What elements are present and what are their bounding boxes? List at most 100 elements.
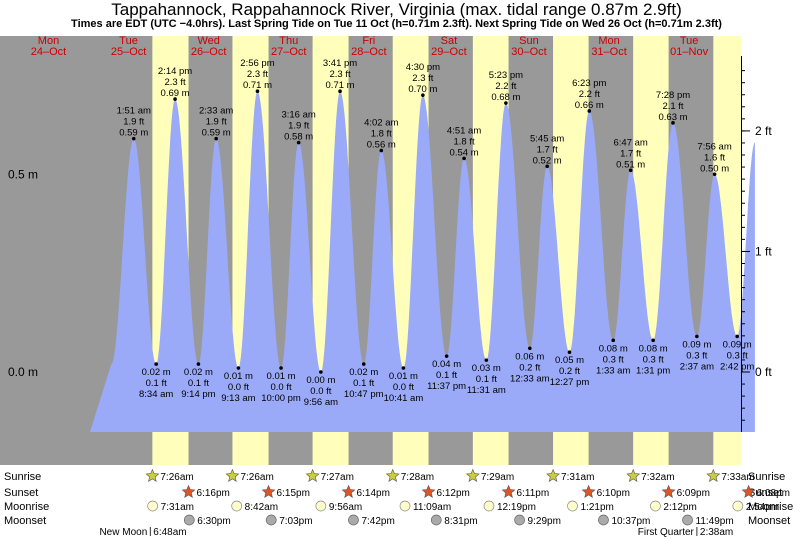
day-header-date: 31–Oct [591,46,626,58]
moonrise-icon [231,500,243,512]
tide-point [712,172,717,177]
tide-point [421,93,425,97]
tide-time-label: 4:02 am [364,118,398,129]
tide-ft-label: 0.0 ft [228,382,249,393]
tide-ft-label: 0.0 ft [310,386,331,397]
tide-time-label: 7:56 am [697,141,731,152]
sunset-row-label-left: Sunset [4,487,38,499]
sunset-time: 6:09pm [677,488,710,499]
tide-time-label: 1:33 am [596,365,630,376]
tide-point [338,89,342,93]
tide-point [154,362,158,366]
tide-point [401,366,406,370]
tide-point [236,366,241,370]
moonset-time: 10:37pm [611,516,650,527]
tide-m-label: 0.02 m [184,367,213,378]
tide-ft-label: 0.1 ft [353,378,374,389]
tide-ft-label: 0.3 ft [686,350,707,361]
moonset-icon [183,514,195,526]
tide-ft-label: 1.7 ft [537,144,558,155]
tide-ft-label: 0.1 ft [146,378,167,389]
sunset-time: 6:14pm [357,488,390,499]
tide-time-label: 1:31 pm [636,365,670,376]
tide-m-label: 0.71 m [243,80,272,91]
tide-ft-label: 2.3 ft [247,69,268,80]
tide-m-label: 0.02 m [142,367,171,378]
tide-ft-label: 1.9 ft [288,121,309,132]
tide-point [196,362,201,366]
tide-time-label: 3:16 am [281,110,315,121]
tide-point [611,338,616,343]
day-header-date: 29–Oct [431,46,466,58]
tide-m-label: 0.02 m [349,367,378,378]
tide-m-label: 0.51 m [616,159,645,170]
tide-point [504,101,508,105]
tide-area [90,91,755,432]
tide-point [628,168,633,173]
moonrise-icon [483,500,495,512]
sunrise-time: 7:27am [321,472,354,483]
tide-m-label: 0.03 m [472,363,501,374]
tide-ft-label: 1.6 ft [704,152,725,163]
tide-point [735,334,739,339]
tide-curve-layer [90,91,755,432]
moonset-row-label-left: Moonset [4,515,46,527]
day-header-date: 25–Oct [111,46,146,58]
day-header-dow: Fri [362,35,375,47]
tide-ft-label: 2.2 ft [495,81,516,92]
moon-phase-name: First Quarter [638,527,695,538]
tide-time-label: 1:51 am [117,106,151,117]
sunset-star-icon [421,484,436,498]
tide-ft-label: 0.0 ft [393,382,414,393]
sunrise-star-icon [706,468,721,482]
tide-time-label: 9:56 am [304,397,338,408]
tide-time-label: 12:27 pm [550,377,590,388]
tide-time-label: 4:51 am [447,125,481,136]
tide-m-label: 0.63 m [658,112,687,123]
sunrise-star-icon [546,468,560,482]
sunrise-time: 7:28am [401,472,434,483]
tide-time-label: 12:33 am [510,373,550,384]
sunset-star-icon [181,484,196,498]
moonset-time: 11:49pm [696,516,734,527]
tide-point [528,346,532,351]
sunset-time: 6:11pm [517,488,550,499]
sunset-time: 6:16pm [197,488,230,499]
moonset-time: 8:31pm [444,516,477,527]
day-header-dow: Mon [598,35,619,47]
tide-point [695,334,699,339]
moonrise-row-label-right: Moonrise [748,501,793,513]
tide-m-label: 0.04 m [432,359,461,370]
tide-m-label: 0.01 m [267,371,296,382]
sunrise-time: 7:32am [641,472,674,483]
tide-time-label: 8:34 am [139,389,173,400]
tide-point [567,350,572,355]
sunset-star-icon [501,484,516,498]
tide-point [379,148,384,153]
tide-ft-label: 1.9 ft [123,117,144,128]
tide-m-label: 0.06 m [515,351,544,362]
day-header-dow: Thu [279,35,298,47]
tide-point [484,358,489,362]
tide-ft-label: 0.2 ft [559,366,580,377]
tide-time-label: 2:42 pm [720,361,754,372]
tide-point [545,164,549,169]
tide-point [444,354,449,358]
moonrise-time: 9:56am [329,502,362,513]
right-axis-tick-label: 1 ft [755,244,772,258]
tide-point [214,136,218,141]
tide-ft-label: 1.8 ft [454,136,475,147]
tide-m-label: 0.01 m [389,371,418,382]
tide-m-label: 0.52 m [533,155,562,166]
moonset-time: 9:29pm [528,516,561,527]
sunrise-time: 7:26am [160,472,193,483]
sunrise-star-icon [465,468,480,482]
right-axis-tick-label: 0 ft [755,365,772,379]
sunrise-star-icon [145,468,160,482]
sunset-time: 6:15pm [277,488,310,499]
tide-m-label: 0.59 m [119,128,148,139]
moonset-icon [265,514,277,526]
day-header-date: 28–Oct [351,46,386,58]
tide-time-label: 6:47 am [614,137,648,148]
